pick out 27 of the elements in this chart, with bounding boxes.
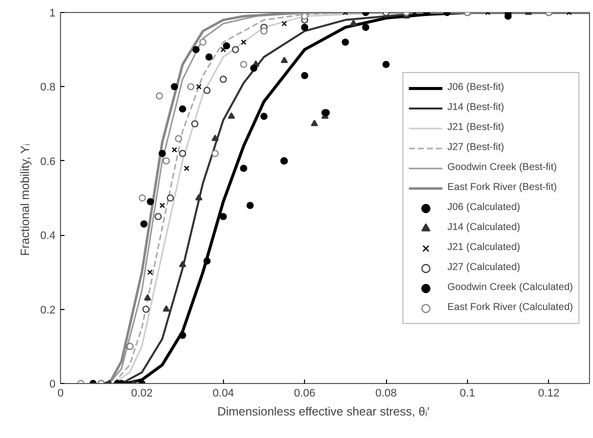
y-tick-label: 0.8 — [40, 82, 56, 94]
legend-label: East Fork River (Best-fit) — [447, 181, 557, 195]
legend-label: Goodwin Creek (Calculated) — [447, 281, 573, 295]
legend-label: J06 (Calculated) — [447, 201, 520, 215]
x-tick-label: 0.04 — [212, 388, 234, 400]
y-tick-label: 1 — [49, 8, 56, 20]
y-tick-label: 0.6 — [40, 156, 56, 168]
x-tick-label: 0.12 — [538, 388, 560, 400]
y-tick-label: 0 — [49, 378, 56, 390]
legend-label: J21 (Best-fit) — [447, 121, 504, 135]
legend-label: J27 (Calculated) — [447, 261, 520, 275]
y-axis-title: Fractional mobility, Yᵢ — [18, 144, 32, 256]
legend-label: J14 (Best-fit) — [447, 101, 504, 115]
x-tick-label: 0.02 — [131, 388, 153, 400]
x-axis-title: Dimensionless effective shear stress, θᵢ′ — [217, 404, 430, 418]
x-tick-label: 0.08 — [375, 388, 397, 400]
x-tick-label: 0 — [57, 388, 64, 400]
legend-label: J14 (Calculated) — [447, 221, 520, 235]
x-tick-label: 0.06 — [294, 388, 316, 400]
legend-label: J21 (Calculated) — [447, 241, 520, 255]
legend-label: J27 (Best-fit) — [447, 141, 504, 155]
y-tick-label: 0.4 — [40, 230, 56, 242]
legend-label: Goodwin Creek (Best-fit) — [447, 161, 557, 175]
legend-label: East Fork River (Calculated) — [447, 301, 573, 315]
x-tick-label: 0.1 — [460, 388, 476, 400]
y-tick-label: 0.2 — [40, 304, 56, 316]
legend-label: J06 (Best-fit) — [447, 81, 504, 95]
